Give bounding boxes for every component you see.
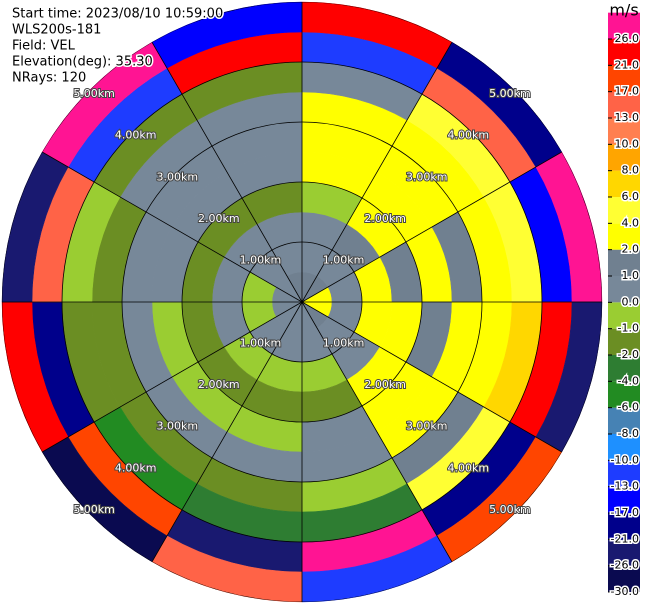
azimuth-line: [41, 151, 303, 303]
colorbar-tick-label: 26.0: [615, 32, 640, 45]
colorbar-band: [608, 197, 640, 224]
colorbar-label: m/s: [609, 1, 638, 20]
header-line: WLS200s-181: [12, 23, 101, 38]
range-ring-label: 2.00km: [198, 212, 240, 225]
azimuth-line: [301, 41, 453, 303]
azimuth-line: [151, 301, 303, 563]
header-line: Start time: 2023/08/10 10:59:00: [12, 7, 223, 22]
velocity-field: [1, 1, 603, 603]
header-line: Field: VEL: [12, 39, 76, 54]
range-ring-label: 5.00km: [489, 503, 531, 516]
colorbar-tick-label: -4.0: [618, 374, 639, 387]
colorbar-band: [608, 355, 640, 382]
colorbar-band: [608, 223, 640, 250]
colorbar-band: [608, 65, 640, 92]
range-ring: [181, 181, 423, 423]
colorbar-tick-label: -21.0: [611, 532, 639, 545]
polar-grid: [2, 2, 602, 602]
colorbar-tick-label: 13.0: [615, 111, 640, 124]
azimuth-line: [41, 301, 303, 453]
range-ring-label: 2.00km: [198, 378, 240, 391]
range-ring: [61, 61, 543, 543]
azimuth-line: [301, 151, 563, 303]
colorbar-band: [608, 249, 640, 276]
colorbar-band: [608, 302, 640, 329]
range-ring-label: 5.00km: [73, 503, 115, 516]
colorbar-tick-label: -6.0: [618, 401, 639, 414]
colorbar-tick-label: 8.0: [622, 164, 640, 177]
ring-labels: 1.00km 1.00km 1.00km 1.00km 2.00km 2.00km 2.00…: [72, 86, 531, 517]
colorbar: -30.0 -26.0 -21.0 -17.0 -13.0 -10.0 -8.0 -6.0 -4…: [608, 1, 641, 600]
colorbar-band: [608, 328, 640, 355]
azimuth-line: [301, 301, 563, 453]
range-ring-label: 5.00km: [73, 87, 115, 100]
colorbar-tick-label: 21.0: [615, 58, 640, 71]
range-ring-label: 1.00km: [323, 337, 365, 350]
range-ring-label: 2.00km: [364, 378, 406, 391]
colorbar-band: [608, 381, 640, 408]
colorbar-band: [608, 434, 640, 461]
colorbar-band: [608, 407, 640, 434]
range-ring: [241, 241, 363, 363]
range-ring-label: 1.00km: [240, 337, 282, 350]
colorbar-tick-label: 1.0: [622, 269, 640, 282]
colorbar-tick-label: 6.0: [622, 190, 640, 203]
colorbar-tick-label: 0.0: [622, 295, 640, 308]
colorbar-band: [608, 513, 640, 540]
range-ring-label: 3.00km: [156, 420, 198, 433]
colorbar-band: [608, 39, 640, 66]
colorbar-tick-label: 2.0: [622, 243, 640, 256]
colorbar-tick-label: -2.0: [618, 348, 639, 361]
range-ring-label: 3.00km: [156, 170, 198, 183]
colorbar-tick-label: -30.0: [611, 585, 639, 598]
colorbar-band: [608, 118, 640, 145]
header: Start time: 2023/08/10 10:59:00WLS200s-1…: [11, 5, 225, 87]
colorbar-band: [608, 539, 640, 566]
header-line: NRays: 120: [12, 71, 86, 86]
colorbar-band: [608, 12, 640, 39]
range-ring-label: 4.00km: [448, 461, 490, 474]
range-ring-label: 3.00km: [406, 420, 448, 433]
header-line: Elevation(deg): 35.30: [12, 55, 153, 70]
colorbar-tick-label: 10.0: [615, 137, 640, 150]
colorbar-tick-label: -1.0: [618, 322, 639, 335]
colorbar-tick-label: -26.0: [611, 559, 639, 572]
colorbar-tick-label: -13.0: [611, 480, 639, 493]
range-ring-label: 3.00km: [406, 170, 448, 183]
colorbar-band: [608, 144, 640, 171]
colorbar-tick-label: 17.0: [615, 85, 640, 98]
range-ring-label: 4.00km: [115, 129, 157, 142]
range-ring-label: 4.00km: [115, 461, 157, 474]
colorbar-tick-label: -8.0: [618, 427, 639, 440]
range-ring: [121, 121, 483, 483]
range-ring-label: 1.00km: [240, 253, 282, 266]
range-ring-label: 5.00km: [489, 87, 531, 100]
colorbar-band: [608, 170, 640, 197]
azimuth-line: [151, 41, 303, 303]
range-ring-label: 1.00km: [323, 253, 365, 266]
colorbar-band: [608, 486, 640, 513]
colorbar-band: [608, 91, 640, 118]
colorbar-band: [608, 460, 640, 487]
colorbar-tick-label: -17.0: [611, 506, 639, 519]
azimuth-line: [301, 301, 453, 563]
colorbar-band: [608, 276, 640, 303]
colorbar-tick-label: -10.0: [611, 453, 639, 466]
range-ring-label: 4.00km: [448, 129, 490, 142]
range-ring-label: 2.00km: [364, 212, 406, 225]
colorbar-band: [608, 565, 640, 592]
colorbar-tick-label: 4.0: [622, 216, 640, 229]
